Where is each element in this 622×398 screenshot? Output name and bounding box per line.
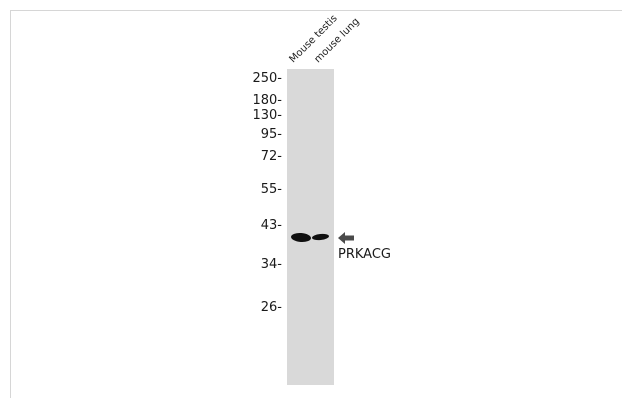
marker-72: 72- [260,149,282,164]
marker-130: 130- [252,108,282,123]
protein-label: PRKACG [338,247,391,262]
blot-membrane [287,69,334,385]
marker-43: 43- [260,218,282,233]
marker-180: 180- [252,93,282,108]
marker-55: 55- [260,182,282,197]
left-arrow-icon [338,232,354,244]
marker-95: 95- [260,127,282,142]
marker-34: 34- [260,257,282,272]
marker-250: 250- [252,71,282,86]
frame-left-border [10,10,11,398]
frame-top-border [10,10,622,11]
marker-26: 26- [260,300,282,315]
